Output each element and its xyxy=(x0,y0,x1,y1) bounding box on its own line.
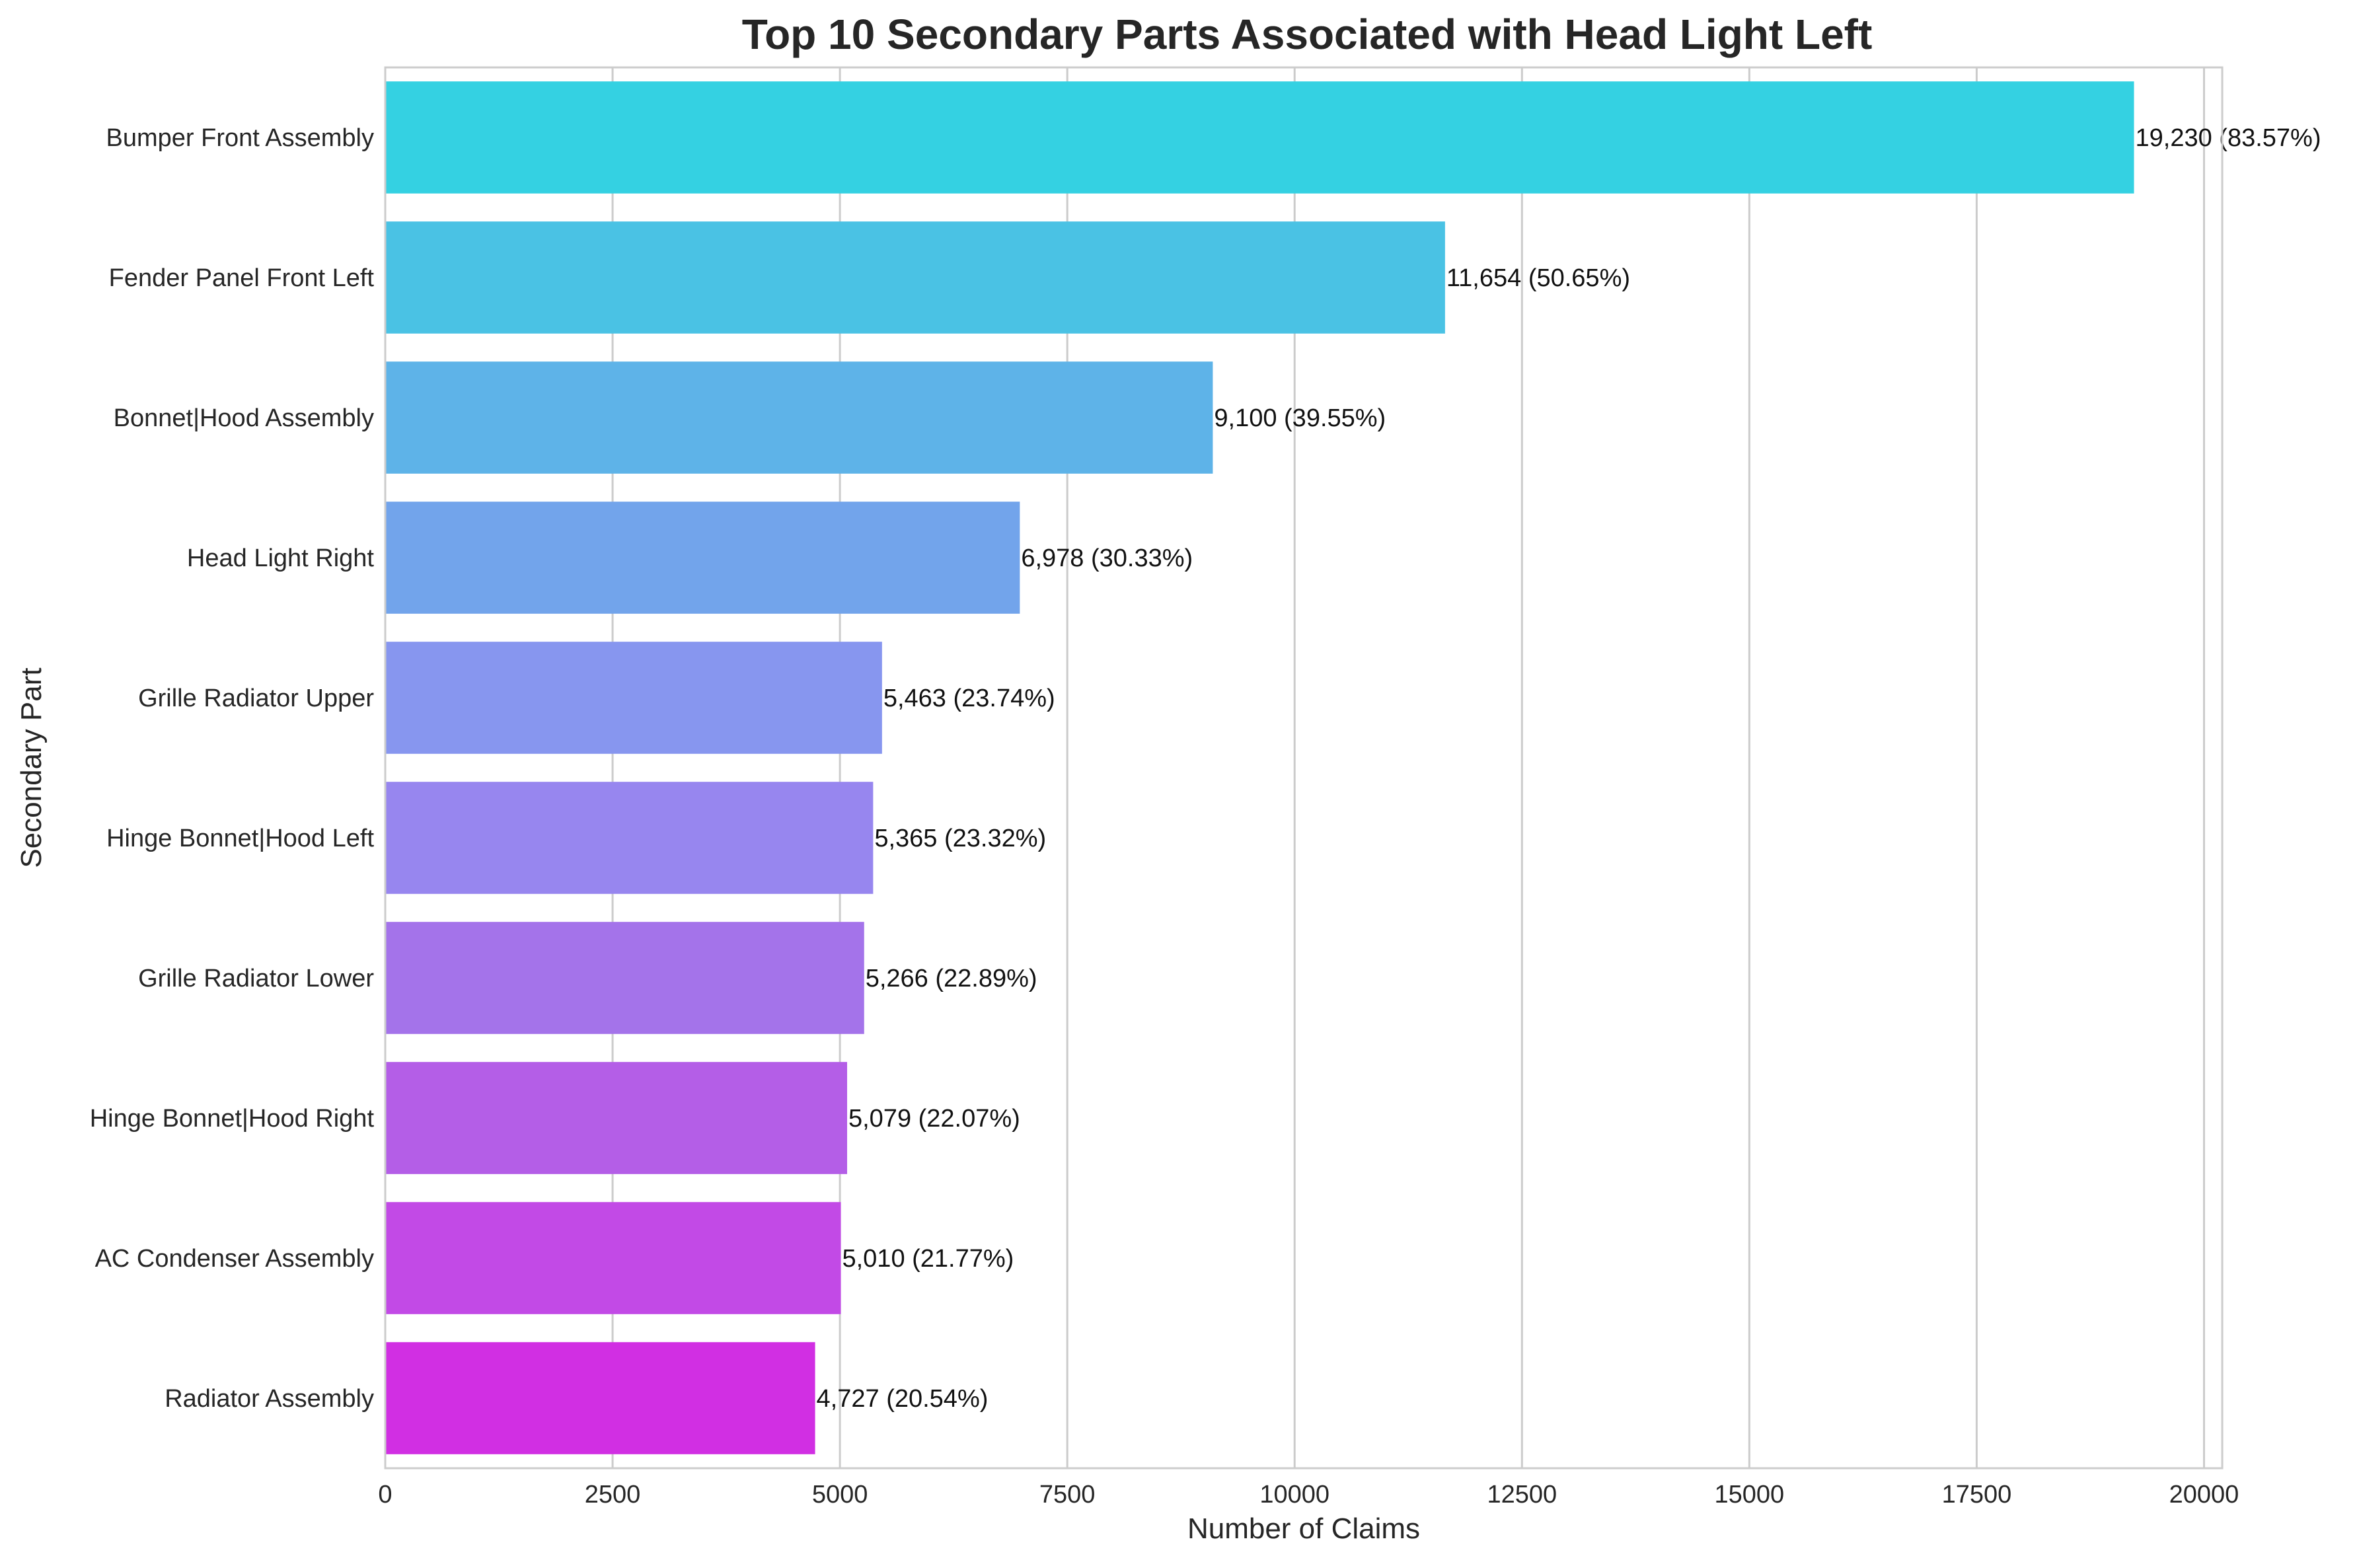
x-tick-label: 5000 xyxy=(812,1481,868,1509)
x-tick-labels: 0 2500 5000 7500 10000 12500 15000 17500 20000 xyxy=(378,1481,2239,1509)
bar xyxy=(385,1202,841,1314)
x-tick-label: 0 xyxy=(378,1481,392,1509)
bars xyxy=(385,81,2134,1454)
bar-value-label: 6,978 (30.33%) xyxy=(1021,544,1193,572)
x-axis-label: Number of Claims xyxy=(1187,1512,1420,1545)
bar xyxy=(385,81,2134,194)
bar xyxy=(385,782,874,894)
bar xyxy=(385,1062,847,1174)
bar xyxy=(385,922,864,1034)
y-tick-label: Fender Panel Front Left xyxy=(109,264,375,292)
bar-value-label: 19,230 (83.57%) xyxy=(2136,124,2321,152)
bar xyxy=(385,361,1213,474)
bar-value-label: 5,266 (22.89%) xyxy=(866,965,1037,992)
chart-title: Top 10 Secondary Parts Associated with H… xyxy=(742,11,1873,58)
y-tick-label: Grille Radiator Upper xyxy=(138,685,374,712)
x-tick-label: 12500 xyxy=(1487,1481,1557,1509)
bar xyxy=(385,221,1445,334)
bar-value-label: 5,365 (23.32%) xyxy=(874,825,1046,852)
y-tick-label: Radiator Assembly xyxy=(165,1385,374,1413)
bar-value-label: 5,010 (21.77%) xyxy=(842,1245,1014,1273)
plot-frame xyxy=(384,66,2224,1470)
bar-value-label: 5,463 (23.74%) xyxy=(883,685,1055,712)
x-tick-label: 2500 xyxy=(585,1481,641,1509)
x-tick-label: 17500 xyxy=(1942,1481,2012,1509)
x-tick-label: 20000 xyxy=(2169,1481,2239,1509)
bar-value-label: 9,100 (39.55%) xyxy=(1214,404,1386,432)
x-tick-label: 7500 xyxy=(1039,1481,1096,1509)
x-tick-label: 10000 xyxy=(1259,1481,1329,1509)
bar xyxy=(385,1342,815,1454)
y-tick-label: AC Condenser Assembly xyxy=(95,1245,374,1273)
data-labels: 19,230 (83.57%) 11,654 (50.65%) 9,100 (39.… xyxy=(817,124,2321,1413)
y-tick-label: Hinge Bonnet|Hood Right xyxy=(90,1105,375,1133)
bar-value-label: 11,654 (50.65%) xyxy=(1446,264,1630,292)
bar-value-label: 4,727 (20.54%) xyxy=(817,1385,989,1413)
y-tick-label: Head Light Right xyxy=(187,544,375,572)
x-tick-label: 15000 xyxy=(1715,1481,1785,1509)
y-tick-label: Hinge Bonnet|Hood Left xyxy=(106,825,374,852)
bar-value-label: 5,079 (22.07%) xyxy=(848,1105,1020,1133)
y-axis-label: Secondary Part xyxy=(15,667,48,868)
bar xyxy=(385,642,882,754)
y-tick-label: Bumper Front Assembly xyxy=(106,124,374,152)
y-tick-labels: Bumper Front Assembly Fender Panel Front … xyxy=(90,124,375,1413)
y-tick-label: Grille Radiator Lower xyxy=(138,965,374,992)
bar xyxy=(385,502,1020,614)
y-tick-label: Bonnet|Hood Assembly xyxy=(114,404,374,432)
